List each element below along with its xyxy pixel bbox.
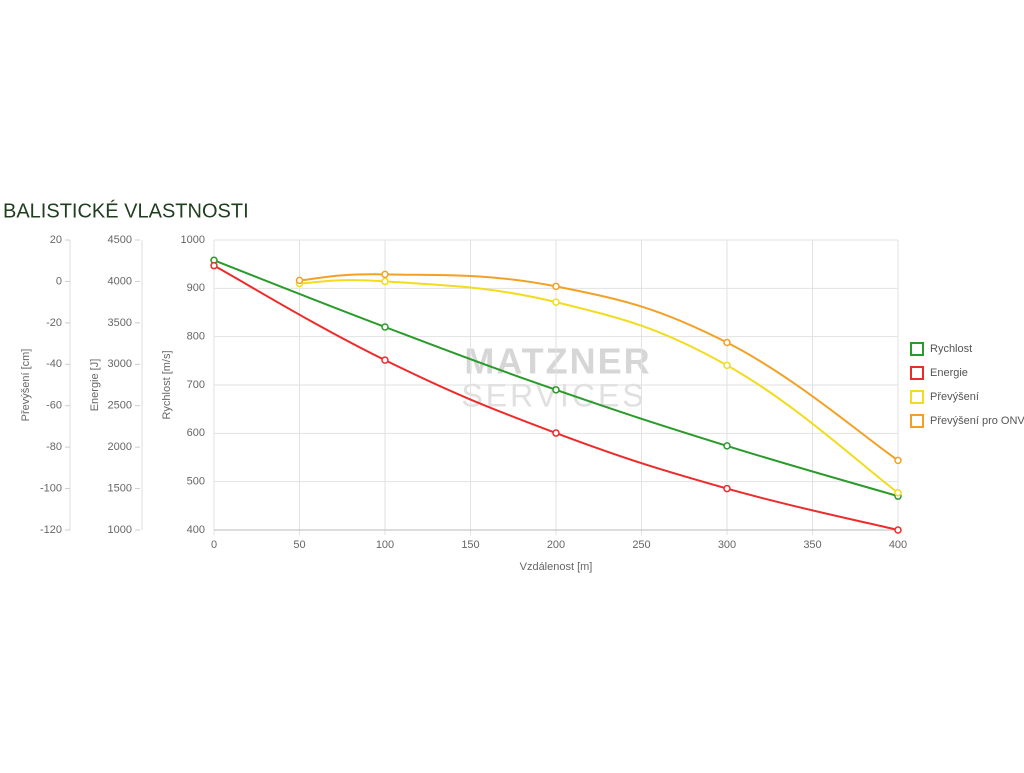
y-tick-label: 2000 [108,441,132,453]
x-tick-label: 300 [718,539,736,551]
x-tick-label: 150 [461,539,479,551]
point [381,323,389,331]
point [552,298,560,306]
y-axis-title: Převýšení [cm] [20,349,32,422]
y-tick-label: 1500 [108,482,132,494]
point [381,356,389,364]
point [381,270,389,279]
x-tick-label: 200 [547,539,565,551]
y-axis-title: Rychlost [m/s] [161,350,173,419]
x-tick-label: 100 [376,539,394,551]
y-tick-label: -60 [46,400,62,412]
legend-label: Převýšení pro ONV [930,415,1024,427]
y-tick-label: 20 [50,234,62,246]
y-tick-label: -80 [46,441,62,453]
y-tick-label: 800 [187,331,205,343]
y-axis-title: Energie [J] [89,359,101,412]
point [210,261,218,270]
y-tick-label: 0 [56,275,62,287]
y-tick-label: -20 [46,317,62,329]
y-tick-label: 900 [187,282,205,294]
point [894,526,902,534]
legend-label: Převýšení [930,391,979,403]
y-tick-label: 4500 [108,234,132,246]
point [723,442,731,450]
watermark: MATZNER [464,341,651,382]
point [552,386,560,394]
y-tick-label: 1000 [181,234,205,246]
point [552,282,560,291]
legend-swatch [910,366,924,380]
y-tick-label: 2500 [108,400,132,412]
point [894,488,902,497]
chart-title: BALISTICKÉ VLASTNOSTI [3,199,249,222]
legend-swatch [910,414,924,428]
point [295,276,304,285]
y-tick-label: 700 [187,379,205,391]
point [723,484,731,493]
y-tick-label: 3000 [108,358,132,370]
y-tick-label: 500 [187,476,205,488]
y-tick-label: -40 [46,358,62,370]
x-tick-label: 0 [211,539,217,551]
legend-label: Energie [930,367,968,379]
y-tick-label: -100 [40,482,62,494]
x-axis-title: Vzdálenost [m] [520,561,593,573]
point [552,429,560,437]
x-tick-label: 250 [632,539,650,551]
y-tick-label: -120 [40,524,62,536]
y-tick-label: 400 [187,524,205,536]
point [723,361,731,370]
point [894,456,902,465]
series-line [299,273,899,462]
point [723,338,731,347]
y-tick-label: 600 [187,427,205,439]
series-line [299,279,899,494]
y-tick-label: 4000 [108,275,132,287]
y-tick-label: 3500 [108,317,132,329]
x-tick-label: 350 [803,539,821,551]
point [381,277,389,286]
x-tick-label: 50 [293,539,305,551]
legend-swatch [910,342,924,356]
y-tick-label: 1000 [108,524,132,536]
x-tick-label: 400 [889,539,907,551]
legend-swatch [910,390,924,404]
legend-label: Rychlost [930,343,972,355]
